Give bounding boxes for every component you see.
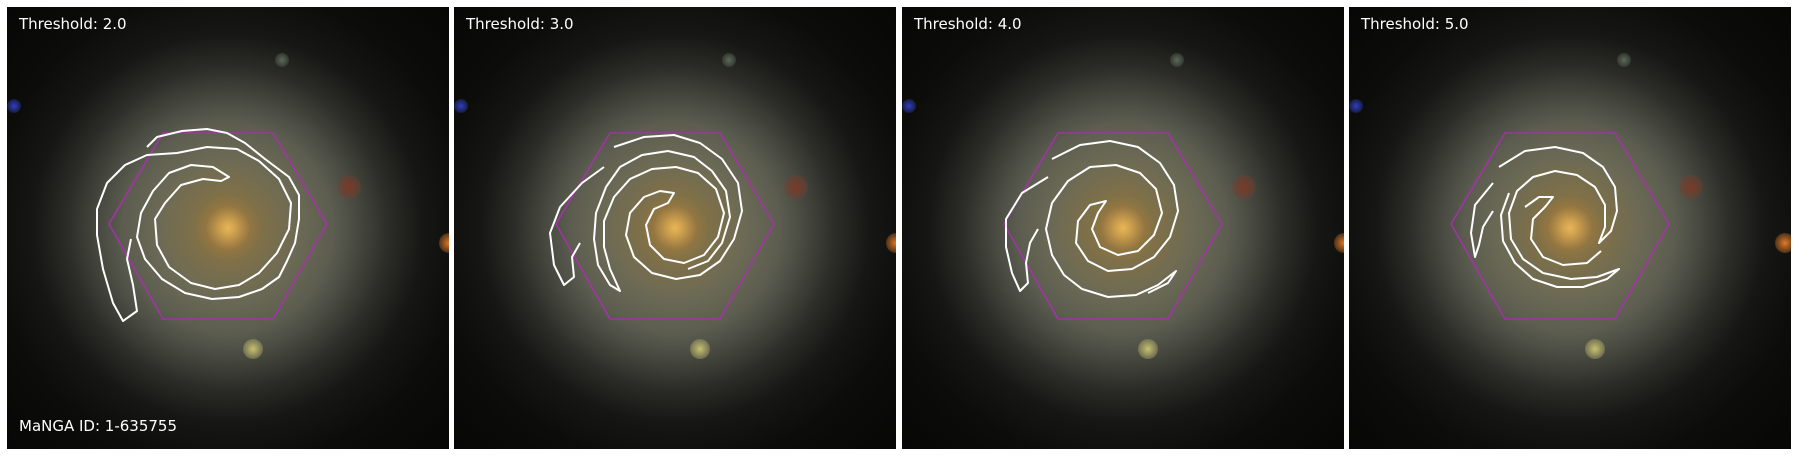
manga-id-label: MaNGA ID: 1-635755 bbox=[19, 417, 178, 435]
overlay-graphics bbox=[96, 128, 328, 322]
foreground-star bbox=[1334, 233, 1344, 253]
foreground-star bbox=[454, 99, 468, 113]
threshold-label: Threshold: 5.0 bbox=[1361, 15, 1469, 33]
foreground-star bbox=[690, 339, 710, 359]
contour-outline bbox=[96, 128, 300, 322]
image-panel-4: Threshold: 5.0 bbox=[1349, 7, 1791, 449]
foreground-star bbox=[1232, 175, 1256, 199]
hexagon-footprint bbox=[555, 132, 775, 320]
galaxy-core bbox=[454, 7, 896, 449]
foreground-star bbox=[1775, 233, 1791, 253]
foreground-star bbox=[902, 99, 916, 113]
image-panel-3: Threshold: 4.0 bbox=[902, 7, 1344, 449]
overlay-graphics bbox=[549, 132, 775, 320]
threshold-label: Threshold: 3.0 bbox=[466, 15, 574, 33]
foreground-star bbox=[1679, 175, 1703, 199]
foreground-star bbox=[1170, 53, 1184, 67]
foreground-star bbox=[1349, 99, 1363, 113]
image-panel-1: Threshold: 2.0 MaNGA ID: 1-635755 bbox=[7, 7, 449, 449]
contour-outline bbox=[1005, 140, 1179, 298]
image-panel-2: Threshold: 3.0 bbox=[454, 7, 896, 449]
foreground-star bbox=[722, 53, 736, 67]
foreground-star bbox=[1617, 53, 1631, 67]
contour-outline bbox=[549, 134, 743, 292]
threshold-label: Threshold: 2.0 bbox=[19, 15, 127, 33]
hexagon-footprint bbox=[108, 132, 328, 320]
galaxy-core bbox=[1349, 7, 1791, 449]
foreground-star bbox=[1585, 339, 1605, 359]
threshold-label: Threshold: 4.0 bbox=[914, 15, 1022, 33]
galaxy-core bbox=[902, 7, 1344, 449]
foreground-star bbox=[243, 339, 263, 359]
hexagon-footprint bbox=[1003, 132, 1223, 320]
foreground-star bbox=[275, 53, 289, 67]
galaxy-core bbox=[7, 7, 449, 449]
foreground-star bbox=[439, 233, 449, 253]
overlay-graphics bbox=[1003, 132, 1223, 320]
foreground-star bbox=[337, 175, 361, 199]
hexagon-footprint bbox=[1450, 132, 1670, 320]
foreground-star bbox=[7, 99, 21, 113]
foreground-star bbox=[784, 175, 808, 199]
overlay-graphics bbox=[1450, 132, 1670, 320]
contour-outline bbox=[1470, 146, 1620, 288]
foreground-star bbox=[886, 233, 896, 253]
foreground-star bbox=[1138, 339, 1158, 359]
